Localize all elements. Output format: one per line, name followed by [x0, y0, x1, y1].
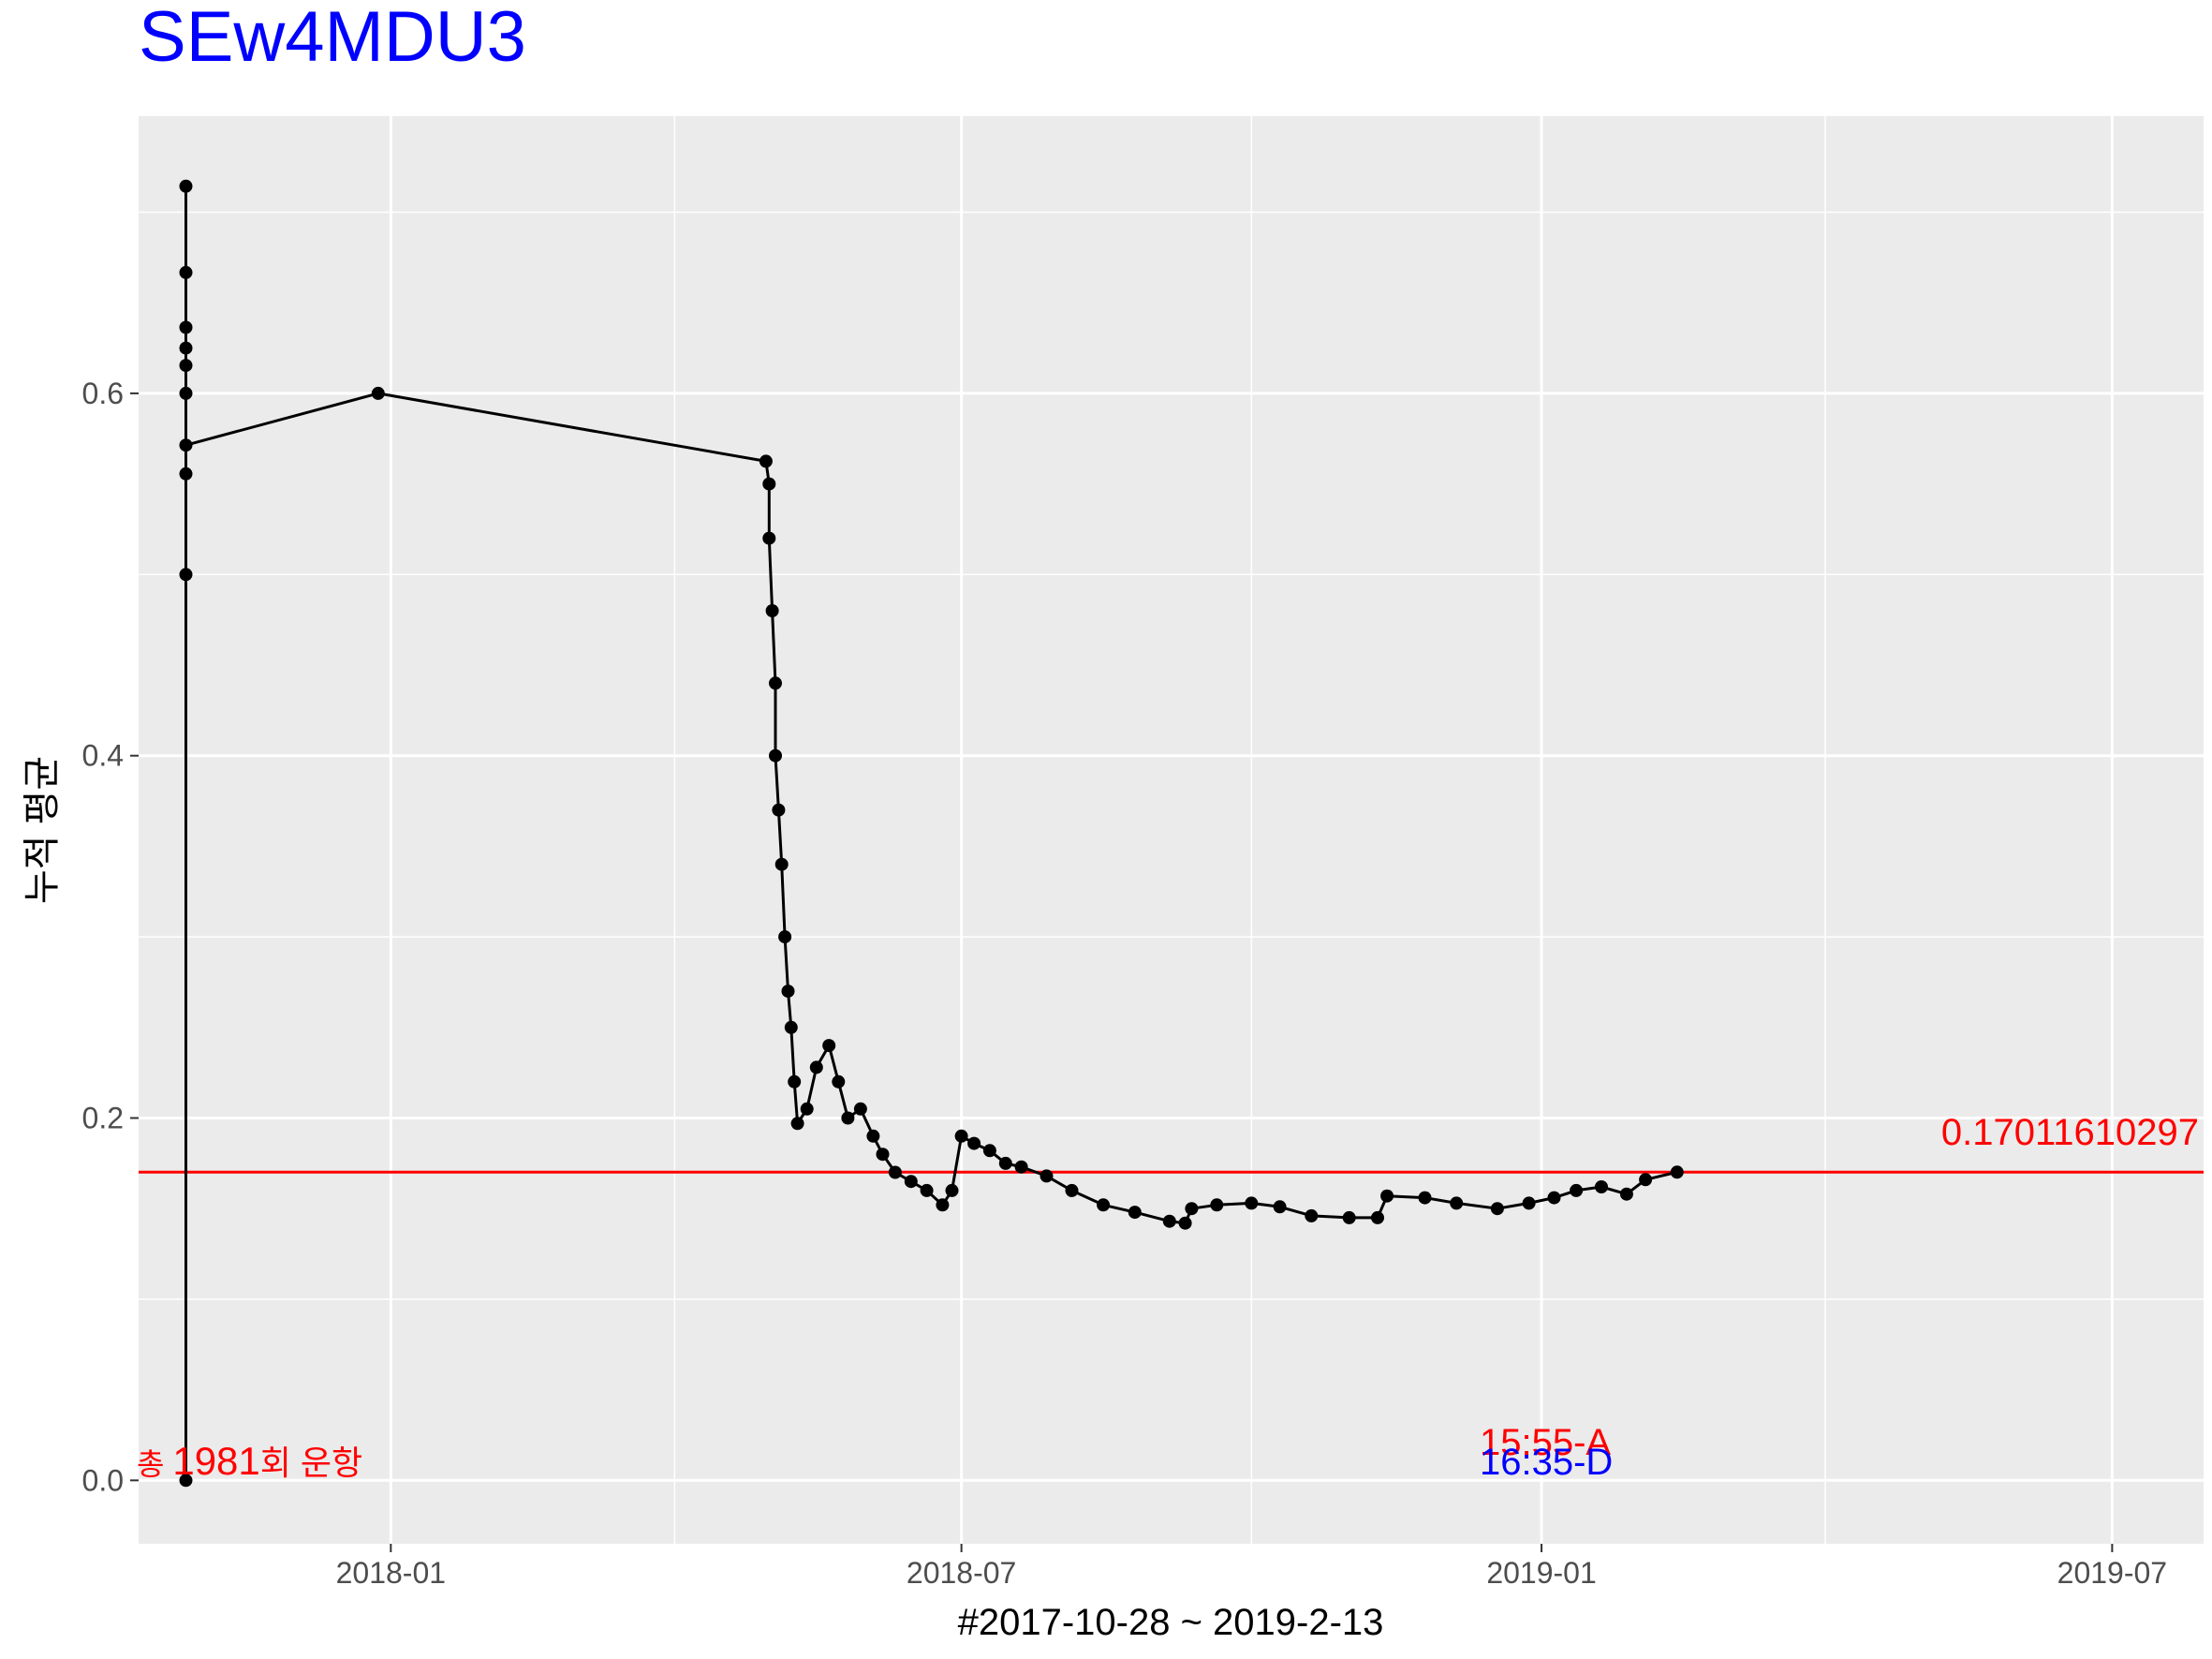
arrival-time-label: 15:55-A: [1480, 1422, 1611, 1463]
x-tick-label: 2018-01: [336, 1556, 446, 1590]
data-point: [781, 985, 795, 999]
data-point: [1273, 1200, 1287, 1214]
data-point: [1128, 1206, 1142, 1220]
data-point: [179, 359, 193, 373]
y-tick-label: 0.2: [82, 1102, 124, 1135]
data-point: [788, 1074, 802, 1089]
reference-line-label: 0.17011610297: [1941, 1112, 2199, 1153]
data-point: [772, 803, 786, 817]
data-point: [1418, 1191, 1432, 1205]
data-point: [1570, 1183, 1584, 1197]
y-tick-label: 0.4: [82, 739, 124, 773]
data-point: [179, 341, 193, 355]
data-point: [967, 1136, 981, 1150]
series-group: [179, 179, 1684, 1488]
data-point: [1210, 1198, 1224, 1212]
x-tick-label: 2018-07: [907, 1556, 1016, 1590]
data-point: [1185, 1202, 1199, 1216]
plot-panel: [139, 116, 2204, 1544]
data-point: [774, 857, 789, 871]
data-point: [179, 467, 193, 481]
data-point: [945, 1183, 959, 1197]
data-point: [800, 1102, 814, 1116]
data-point: [841, 1111, 855, 1125]
data-point: [179, 386, 193, 400]
data-point: [1547, 1191, 1561, 1205]
data-point: [1342, 1210, 1356, 1224]
data-point: [866, 1129, 880, 1143]
data-point: [1380, 1189, 1394, 1203]
data-point: [179, 1474, 193, 1488]
data-point: [778, 930, 792, 944]
data-point: [982, 1144, 996, 1158]
data-point: [759, 454, 773, 468]
data-point: [1595, 1180, 1608, 1193]
departure-time-label: 16:35-D: [1480, 1442, 1613, 1483]
data-point: [853, 1102, 867, 1116]
data-point: [1065, 1183, 1079, 1197]
data-point: [1522, 1196, 1536, 1210]
flight-count-prefix: 총: [137, 1447, 172, 1481]
data-point: [1162, 1214, 1176, 1228]
data-point: [1670, 1165, 1684, 1179]
flight-count-label: 총 1981회 운항: [137, 1439, 362, 1483]
data-point: [1014, 1160, 1028, 1174]
data-point: [1450, 1196, 1464, 1210]
y-tick-label: 0.6: [82, 377, 124, 410]
data-point: [888, 1165, 902, 1179]
y-tick-label: 0.0: [82, 1463, 124, 1497]
data-point: [790, 1117, 804, 1131]
data-point: [1305, 1208, 1319, 1222]
data-point: [1639, 1173, 1653, 1187]
data-point: [809, 1060, 823, 1074]
data-point: [1040, 1169, 1054, 1183]
data-point: [179, 265, 193, 279]
data-point: [936, 1198, 950, 1212]
grid-lines: [99, 116, 2204, 1544]
x-axis-title: #2017-10-28 ~ 2019-2-13: [958, 1602, 1384, 1643]
data-point: [1371, 1210, 1384, 1224]
data-point: [179, 179, 193, 193]
data-point: [769, 676, 782, 690]
data-point: [920, 1183, 934, 1197]
x-tick-label: 2019-01: [1486, 1556, 1596, 1590]
data-point: [762, 477, 776, 491]
data-point: [179, 438, 193, 452]
data-point: [371, 386, 385, 400]
data-point: [822, 1039, 836, 1053]
chart-title: SEw4MDU3: [139, 0, 526, 77]
flight-count-value: 1981: [172, 1439, 259, 1483]
data-point: [765, 604, 779, 617]
flight-count-suffix: 회 운항: [260, 1444, 362, 1482]
data-point: [179, 568, 193, 582]
axis-ticks: 2018-01 2018-07 2019-01 2019-07 0.0 0.2 0.4 0.6: [82, 377, 2168, 1590]
x-tick-label: 2019-07: [2057, 1556, 2167, 1590]
data-point: [954, 1129, 968, 1143]
data-point: [1245, 1196, 1259, 1210]
data-point: [1178, 1216, 1192, 1230]
data-point: [876, 1148, 890, 1162]
y-axis-title: 누적 평균: [22, 756, 63, 904]
data-point: [1097, 1198, 1111, 1212]
data-point: [179, 320, 193, 334]
data-point: [832, 1074, 846, 1089]
data-point: [1619, 1187, 1633, 1201]
data-point: [998, 1156, 1012, 1170]
data-point: [762, 531, 776, 545]
data-point: [1490, 1202, 1504, 1216]
data-point: [784, 1020, 798, 1034]
data-point: [904, 1175, 918, 1189]
data-point: [769, 748, 782, 763]
